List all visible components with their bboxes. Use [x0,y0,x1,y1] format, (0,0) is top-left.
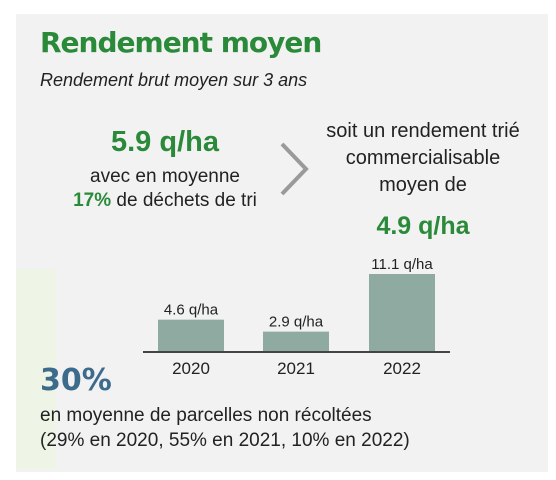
x-tick-2022: 2022 [383,359,421,378]
chevron-right-icon [280,142,309,196]
page-subtitle: Rendement brut moyen sur 3 ans [40,70,308,90]
page-title: Rendement moyen [40,26,322,59]
infographic-card [16,14,548,472]
unharvested-line-2: (29% en 2020, 55% en 2021, 10% en 2022) [40,430,410,451]
unharvested-percent: 30% [40,363,112,398]
sorted-yield-value: 4.9 q/ha [376,212,470,240]
x-tick-2020: 2020 [172,359,210,378]
waste-suffix: de déchets de tri [111,190,257,211]
bar-2021 [263,331,329,352]
waste-note: avec en moyenne 17% de déchets de tri [34,165,296,213]
gross-yield-value: 5.9 q/ha [111,126,219,158]
unharvested-text: en moyenne de parcelles non récoltées (2… [40,403,540,453]
sorted-line-2: commercialisable [345,147,501,169]
sorted-line-3: moyen de [379,174,467,196]
x-tick-2021: 2021 [277,359,315,378]
sorted-yield-note: soit un rendement trié commercialisable … [300,118,546,199]
data-label-2020: 4.6 q/ha [164,302,219,319]
sorted-line-1: soit un rendement trié [326,120,520,142]
waste-prefix: avec en moyenne [90,166,240,187]
waste-percent: 17% [73,190,112,211]
decorative-wash [16,269,56,469]
bar-2020 [158,319,224,352]
waste-line: 17% de déchets de tri [34,189,296,213]
data-label-2022: 11.1 q/ha [371,256,433,273]
unharvested-line-1: en moyenne de parcelles non récoltées [40,405,372,426]
bar-2022 [369,274,435,352]
data-label-2021: 2.9 q/ha [269,314,324,331]
